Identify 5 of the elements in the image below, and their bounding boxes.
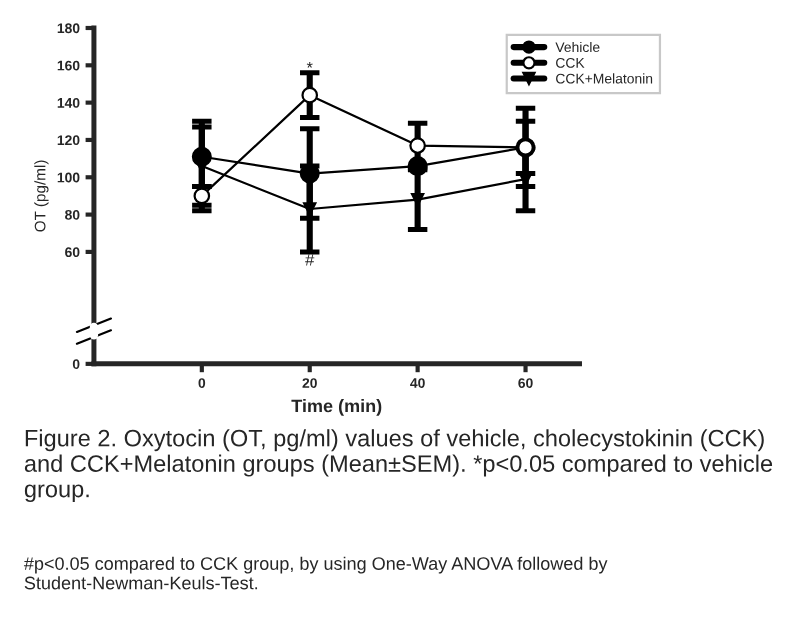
- x-axis-title: Time (min): [291, 399, 382, 416]
- annotation: *: [306, 61, 313, 68]
- text: #p<0.05 compared to CCK group, by using One-Way ANOVA followed by Student-Newman-Keuls-Test.: [23, 556, 608, 590]
- caption: Figure 2. Oxytocin (OT, pg/ml) values of vehicle, cholecystokinin (CCK) and CCK+Melatonin groups (Mean±SEM). *p<0.05 compared to vehicle group.: [24, 429, 773, 503]
- annotation: #: [305, 254, 315, 266]
